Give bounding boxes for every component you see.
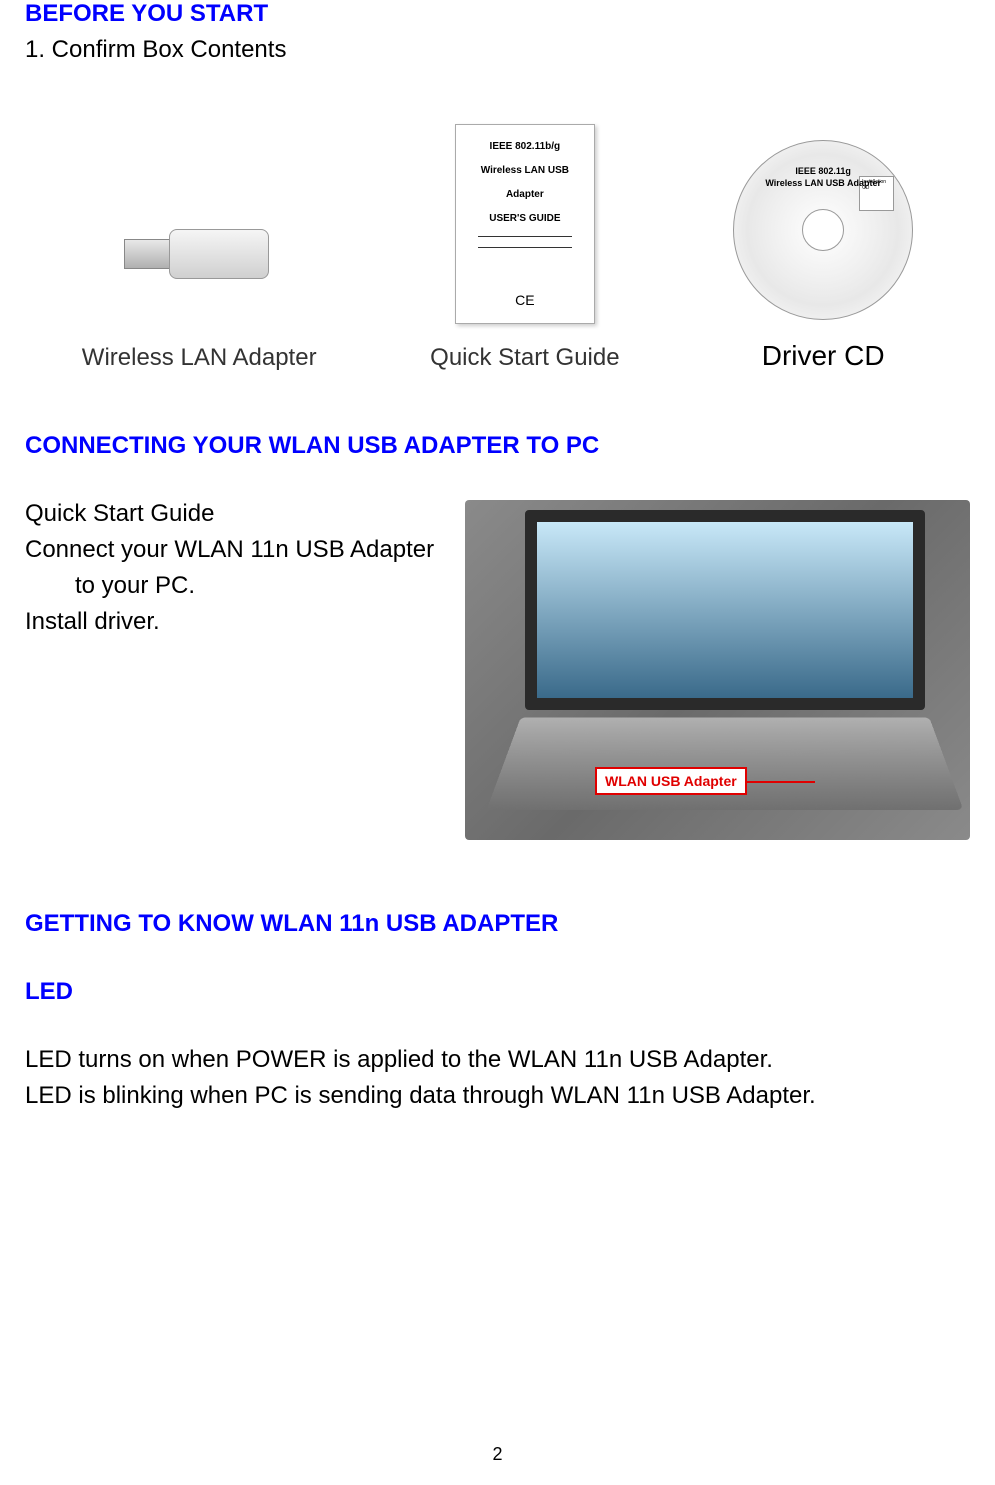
connecting-text-block: Quick Start Guide Connect your WLAN 11n … (25, 500, 445, 644)
connecting-section: CONNECTING YOUR WLAN USB ADAPTER TO PC Q… (25, 432, 970, 840)
getting-to-know-section: GETTING TO KNOW WLAN 11n USB ADAPTER LED… (25, 910, 970, 1110)
cd-line2: Wireless LAN USB Adapter (765, 178, 881, 190)
page-number: 2 (492, 1444, 502, 1465)
usb-adapter-icon (99, 184, 299, 324)
connect-step2: Install driver. (25, 608, 445, 636)
connecting-heading: CONNECTING YOUR WLAN USB ADAPTER TO PC (25, 432, 970, 460)
guide-line2: Wireless LAN USB (481, 164, 569, 178)
guide-line1: IEEE 802.11b/g (490, 140, 561, 154)
confirm-box-contents: 1. Confirm Box Contents (25, 36, 970, 64)
getting-to-know-heading: GETTING TO KNOW WLAN 11n USB ADAPTER (25, 910, 970, 938)
cd-label: Driver CD (762, 340, 885, 372)
led-line1: LED turns on when POWER is applied to th… (25, 1046, 970, 1074)
before-you-start-section: BEFORE YOU START 1. Confirm Box Contents… (25, 0, 970, 372)
cd-disc-icon: IEEE 802.11g Wireless LAN USB Adapter In… (733, 140, 913, 320)
adapter-label: Wireless LAN Adapter (82, 344, 317, 372)
quick-start-guide-item: IEEE 802.11b/g Wireless LAN USB Adapter … (430, 124, 619, 372)
guide-line4: USER'S GUIDE (489, 212, 560, 226)
guide-line3: Adapter (506, 188, 544, 202)
led-heading: LED (25, 978, 970, 1006)
wlan-callout-label: WLAN USB Adapter (595, 767, 747, 795)
laptop-photo: WLAN USB Adapter (465, 500, 970, 840)
ce-mark: CE (515, 292, 534, 308)
driver-cd-item: IEEE 802.11g Wireless LAN USB Adapter In… (733, 140, 913, 372)
guide-booklet-icon: IEEE 802.11b/g Wireless LAN USB Adapter … (455, 124, 595, 324)
box-contents-row: Wireless LAN Adapter IEEE 802.11b/g Wire… (25, 124, 970, 372)
wireless-adapter-item: Wireless LAN Adapter (82, 184, 317, 372)
cd-line1: IEEE 802.11g (795, 166, 851, 178)
guide-label: Quick Start Guide (430, 344, 619, 372)
connect-step1a: Connect your WLAN 11n USB Adapter (25, 536, 445, 564)
before-start-heading: BEFORE YOU START (25, 0, 970, 28)
connect-step1b: to your PC. (25, 572, 445, 600)
led-line2: LED is blinking when PC is sending data … (25, 1082, 970, 1110)
connecting-wrap: Quick Start Guide Connect your WLAN 11n … (25, 500, 970, 840)
quick-start-text: Quick Start Guide (25, 500, 445, 528)
